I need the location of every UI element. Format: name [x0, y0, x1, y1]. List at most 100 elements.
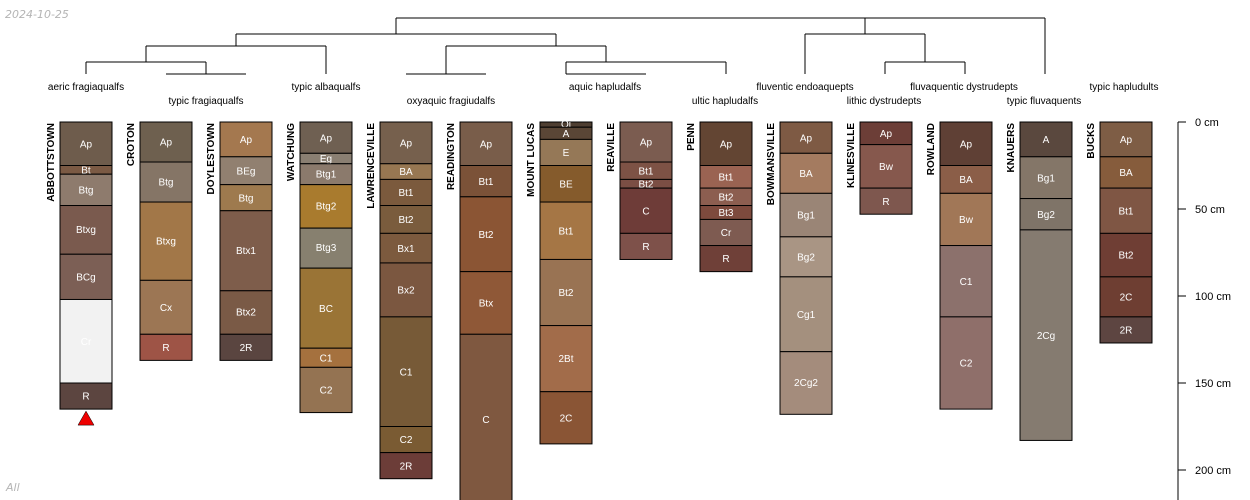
- horizon-ap: [779, 121, 833, 154]
- horizon-label: Btx1: [236, 246, 256, 257]
- horizon-label: BE: [559, 179, 573, 190]
- soil-profile: WATCHUNG Ap Eg Btg1 Btg2 Btg3 BC C1 C2: [286, 121, 353, 414]
- horizon-label: BA: [799, 169, 813, 180]
- axis-tick-label: 150 cm: [1195, 378, 1231, 390]
- horizon-label: Btg1: [316, 169, 337, 180]
- profile-name: BUCKS: [1086, 123, 1097, 159]
- taxon-label: typic fluvaquents: [1007, 96, 1082, 107]
- horizon-cx: [139, 279, 193, 335]
- dendrogram-branch: [145, 45, 327, 74]
- horizon-bt2: [459, 196, 513, 273]
- horizon-label: E: [563, 148, 570, 159]
- horizon-cr: [699, 218, 753, 247]
- horizon-bx1: [379, 232, 433, 264]
- axis-tick-label: 100 cm: [1195, 291, 1231, 303]
- dendrogram-branch: [85, 61, 207, 74]
- taxonomy-labels: aeric fragiaqualfs typic fragiaqualfs ty…: [48, 82, 1159, 107]
- horizon-bc: [299, 267, 353, 349]
- horizon-2c: [1099, 276, 1153, 318]
- horizon-btxg: [139, 201, 193, 281]
- horizon-label: Bt2: [558, 288, 573, 299]
- horizon-label: A: [1043, 135, 1050, 146]
- horizon-label: 2R: [400, 461, 413, 472]
- horizon-ba: [939, 165, 993, 194]
- horizon-label: Ap: [720, 139, 733, 150]
- horizon-c: [459, 333, 513, 500]
- horizon-label: Btx2: [236, 308, 256, 319]
- axis-tick-label: 200 cm: [1195, 465, 1231, 477]
- dendrogram-branch: [804, 33, 926, 74]
- horizon-btg: [139, 161, 193, 203]
- dendrogram: [85, 17, 1046, 75]
- filter-label: All: [6, 481, 20, 494]
- horizon-label: R: [82, 392, 89, 403]
- profile-name: KLINESVILLE: [846, 123, 857, 188]
- taxon-label: oxyaquic fragiudalfs: [407, 96, 495, 107]
- horizon-label: Bw: [879, 162, 894, 173]
- profile-name: DOYLESTOWN: [206, 123, 217, 194]
- taxon-label: ultic hapludalfs: [692, 96, 758, 107]
- horizon-label: R: [722, 254, 729, 265]
- axis-tick-label: 0 cm: [1195, 117, 1219, 129]
- horizon-label: Cr: [81, 337, 92, 348]
- horizon-c2: [939, 316, 993, 410]
- taxon-label: lithic dystrudepts: [847, 96, 921, 107]
- soil-profile: ABBOTTSTOWN Ap Bt Btg Btxg BCg Cr R: [46, 121, 113, 426]
- dendrogram-branch: [395, 17, 1046, 74]
- horizon-r: [699, 245, 753, 273]
- profile-name: REAVILLE: [606, 123, 617, 172]
- horizon-bcg: [59, 253, 113, 300]
- horizon-label: Bt2: [478, 230, 493, 241]
- horizon-bw: [859, 144, 913, 189]
- profile-name: KNAUERS: [1006, 123, 1017, 173]
- horizon-bw: [939, 192, 993, 247]
- horizon-bt1: [459, 165, 513, 198]
- profile-name: LAWRENCEVILLE: [366, 123, 377, 209]
- dendrogram-branch: [565, 61, 727, 74]
- horizon-2cg: [1019, 229, 1073, 441]
- horizon-label: Bg2: [797, 252, 815, 263]
- horizon-label: Btxg: [156, 236, 176, 247]
- profile-name: ROWLAND: [926, 123, 937, 175]
- horizon-2bt: [539, 325, 593, 393]
- dendrogram-branch: [445, 45, 607, 74]
- horizon-label: R: [162, 343, 169, 354]
- horizon-label: Ap: [160, 138, 173, 149]
- horizon-label: C2: [960, 359, 973, 370]
- horizon-btx2: [219, 290, 273, 335]
- horizon-c1: [379, 316, 433, 428]
- depth-axis: 0 cm 50 cm 100 cm 150 cm 200 cm: [1177, 117, 1231, 500]
- horizon-label: Bx2: [397, 286, 415, 297]
- taxon-label: fluventic endoaquepts: [756, 82, 853, 93]
- horizon-bt2: [1099, 232, 1153, 278]
- horizon-label: Bt1: [478, 177, 493, 188]
- soil-profile: READINGTON Ap Bt1 Bt2 Btx C: [446, 121, 513, 500]
- horizon-label: Bt2: [718, 192, 733, 203]
- horizon-label: Bt: [81, 165, 91, 176]
- soil-profile: DOYLESTOWN Ap BEg Btg Btx1 Btx2 2R: [206, 121, 273, 361]
- horizon-btx: [459, 271, 513, 335]
- horizon-label: Ap: [480, 139, 493, 150]
- horizon-label: C1: [960, 277, 973, 288]
- horizon-label: BC: [319, 304, 333, 315]
- profile-name: BOWMANSVILLE: [766, 123, 777, 206]
- truncation-marker: [77, 410, 95, 426]
- soil-profile: LAWRENCEVILLE Ap BA Bt1 Bt2 Bx1 Bx2 C1 C2 2R: [366, 121, 433, 480]
- horizon-label: Bt1: [638, 166, 653, 177]
- horizon-2r: [379, 452, 433, 480]
- soil-profile: CROTON Ap Btg Btxg Cx R: [126, 121, 193, 361]
- horizon-label: Ap: [320, 133, 333, 144]
- profiles: ABBOTTSTOWN Ap Bt Btg Btxg BCg Cr R CROTON Ap Btg B…: [46, 119, 1153, 500]
- horizon-bt2: [379, 205, 433, 234]
- soil-profile: ROWLAND Ap BA Bw C1 C2: [926, 121, 993, 410]
- horizon-label: R: [642, 242, 649, 253]
- horizon-btg2: [299, 184, 353, 229]
- profile-name: ABBOTTSTOWN: [46, 123, 57, 202]
- dendrogram-branch: [884, 61, 966, 74]
- horizon-bg2: [779, 236, 833, 278]
- horizon-label: Bt2: [638, 179, 653, 190]
- horizon-r: [139, 333, 193, 361]
- horizon-c: [619, 187, 673, 234]
- horizon-label: Btg3: [316, 243, 337, 254]
- horizon-label: 2C: [560, 413, 573, 424]
